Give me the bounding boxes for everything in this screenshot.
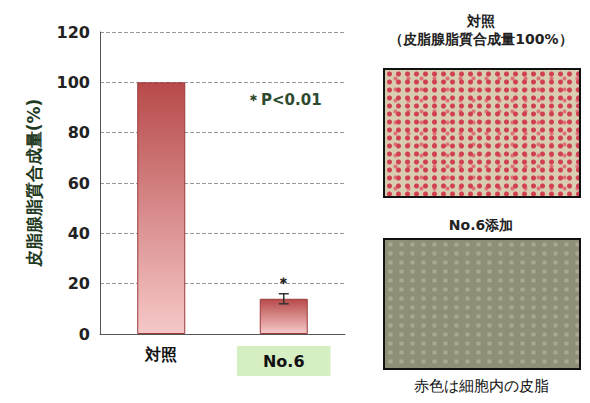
svg-text:80: 80 <box>68 123 90 142</box>
svg-text:＊: ＊ <box>276 274 291 292</box>
html-text:No.6添加: No.6添加 <box>448 217 514 233</box>
svg-text:20: 20 <box>68 274 90 293</box>
svg-text:120: 120 <box>57 23 90 42</box>
svg-text:＊P<0.01: ＊P<0.01 <box>246 91 322 109</box>
svg-text:対照: 対照 <box>144 345 177 364</box>
svg-text:100: 100 <box>57 73 90 92</box>
html-text:（皮脂腺脂質合成量100%）: （皮脂腺脂質合成量100%） <box>389 31 573 47</box>
svg-text:40: 40 <box>68 224 90 243</box>
svg-text:60: 60 <box>68 174 90 193</box>
html-text:赤色は細胞内の皮脂: 赤色は細胞内の皮脂 <box>413 377 549 395</box>
svg-text:皮脂腺脂質合成量(%): 皮脂腺脂質合成量(%) <box>24 99 44 269</box>
html-text:対照: 対照 <box>467 13 495 29</box>
svg-text:No.6: No.6 <box>263 352 305 371</box>
svg-text:0: 0 <box>79 325 90 344</box>
